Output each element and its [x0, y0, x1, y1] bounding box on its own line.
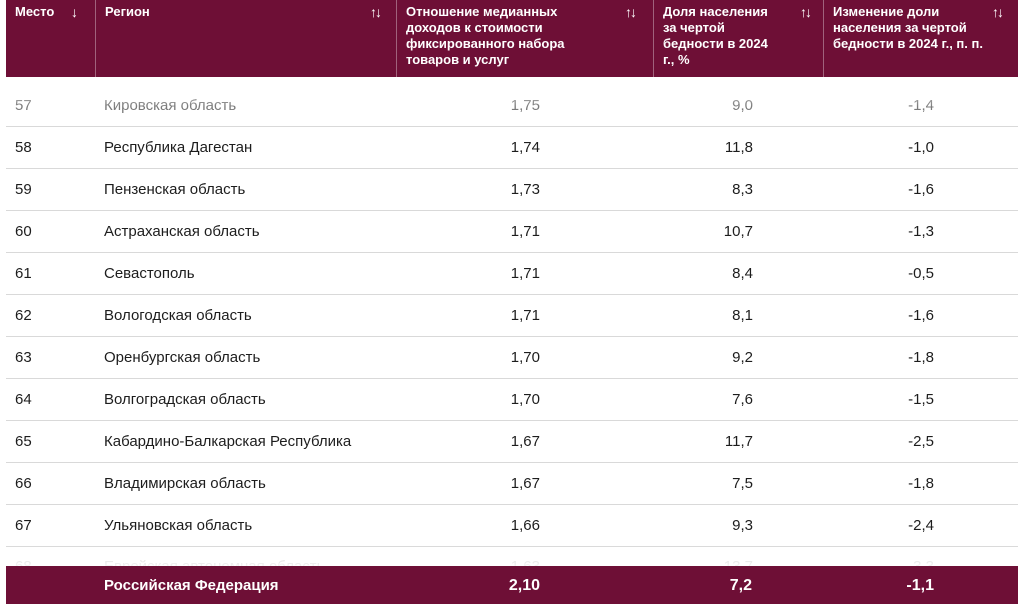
- sort-icon[interactable]: ↑↓: [370, 4, 382, 20]
- region-cell: Волгоградская область: [104, 391, 266, 408]
- sort-icon[interactable]: ↑↓: [625, 4, 637, 20]
- ratio-cell: 1,70: [510, 349, 540, 366]
- poverty-cell: 9,0: [732, 97, 753, 114]
- table-row: 61 Севастополь 1,71 8,4 -0,5: [6, 253, 1018, 295]
- ratio-cell: 1,71: [510, 223, 540, 240]
- ratio-cell: 1,66: [510, 517, 540, 534]
- place-cell: 67: [15, 517, 32, 534]
- place-cell: 58: [15, 139, 32, 156]
- change-cell: -1,5: [908, 391, 934, 408]
- total-ratio-cell: 2,10: [508, 577, 540, 594]
- column-header-label: Место: [15, 4, 55, 19]
- region-cell: Вологодская область: [104, 307, 252, 324]
- ratio-cell: 1,73: [510, 181, 540, 198]
- region-cell: Владимирская область: [104, 475, 266, 492]
- total-change-cell: -1,1: [906, 577, 934, 594]
- poverty-cell: 8,1: [732, 307, 753, 324]
- poverty-cell: 11,7: [724, 433, 753, 450]
- region-cell: Кабардино-Балкарская Республика: [104, 433, 352, 450]
- column-header-place[interactable]: Место ↓: [6, 0, 95, 77]
- region-cell: Ульяновская область: [104, 517, 253, 534]
- ratio-cell: 1,67: [510, 433, 540, 450]
- table-row: 59 Пензенская область 1,73 8,3 -1,6: [6, 169, 1018, 211]
- table-row: 65 Кабардино-Балкарская Республика 1,67 …: [6, 421, 1018, 463]
- place-cell: 61: [15, 265, 32, 282]
- table-row: 60 Астраханская область 1,71 10,7 -1,3: [6, 211, 1018, 253]
- poverty-cell: 11,8: [724, 139, 753, 156]
- change-cell: -1,6: [908, 307, 934, 324]
- change-cell: -1,6: [908, 181, 934, 198]
- place-cell: 59: [15, 181, 32, 198]
- change-cell: -1,3: [908, 223, 934, 240]
- change-cell: -1,8: [908, 349, 934, 366]
- poverty-cell: 10,7: [723, 223, 753, 240]
- ratio-cell: 1,74: [510, 139, 540, 156]
- region-cell: Астраханская область: [104, 223, 260, 240]
- change-cell: -0,5: [908, 265, 934, 282]
- table-header: Место ↓ Регион ↑↓ Отношение медианных до…: [6, 0, 1018, 77]
- region-cell: Оренбургская область: [104, 349, 261, 366]
- place-cell: 65: [15, 433, 32, 450]
- poverty-cell: 9,3: [732, 517, 753, 534]
- table-body: 57 Кировская область 1,75 9,0 -1,4 58 Ре…: [6, 85, 1018, 573]
- column-header-label: Изменение доли населения за чертой бедно…: [833, 4, 983, 51]
- poverty-cell: 9,2: [732, 349, 753, 366]
- poverty-cell: 7,5: [732, 475, 753, 492]
- table-footer-total-row: Российская Федерация 2,10 7,2 -1,1: [6, 566, 1018, 604]
- place-cell: 63: [15, 349, 32, 366]
- place-cell: 66: [15, 475, 32, 492]
- change-cell: -1,8: [908, 475, 934, 492]
- column-header-ratio[interactable]: Отношение медианных доходов к стоимости …: [396, 0, 653, 77]
- table-row: 57 Кировская область 1,75 9,0 -1,4: [6, 85, 1018, 127]
- change-cell: -2,4: [908, 517, 934, 534]
- place-cell: 57: [15, 97, 32, 114]
- change-cell: -2,5: [908, 433, 934, 450]
- region-cell: Пензенская область: [104, 181, 246, 198]
- table-row: 66 Владимирская область 1,67 7,5 -1,8: [6, 463, 1018, 505]
- poverty-cell: 7,6: [732, 391, 753, 408]
- table-row: 58 Республика Дагестан 1,74 11,8 -1,0: [6, 127, 1018, 169]
- place-cell: 60: [15, 223, 32, 240]
- column-header-label: Регион: [105, 4, 150, 19]
- total-region-cell: Российская Федерация: [104, 577, 279, 594]
- column-header-region[interactable]: Регион ↑↓: [95, 0, 396, 77]
- table-row: 64 Волгоградская область 1,70 7,6 -1,5: [6, 379, 1018, 421]
- ratio-cell: 1,71: [510, 307, 540, 324]
- change-cell: -1,4: [908, 97, 934, 114]
- table-row: 63 Оренбургская область 1,70 9,2 -1,8: [6, 337, 1018, 379]
- poverty-cell: 8,3: [732, 181, 753, 198]
- sort-desc-icon[interactable]: ↓: [71, 4, 78, 20]
- ratio-cell: 1,70: [510, 391, 540, 408]
- ratio-cell: 1,71: [510, 265, 540, 282]
- region-cell: Кировская область: [104, 97, 237, 114]
- region-cell: Республика Дагестан: [104, 139, 253, 156]
- ratio-cell: 1,67: [510, 475, 540, 492]
- change-cell: -1,0: [908, 139, 934, 156]
- table-row: 62 Вологодская область 1,71 8,1 -1,6: [6, 295, 1018, 337]
- ratio-cell: 1,75: [510, 97, 540, 114]
- column-header-label: Отношение медианных доходов к стоимости …: [406, 4, 565, 67]
- place-cell: 64: [15, 391, 32, 408]
- place-cell: 62: [15, 307, 32, 324]
- sort-icon[interactable]: ↑↓: [800, 4, 812, 20]
- column-header-change[interactable]: Изменение доли населения за чертой бедно…: [823, 0, 1018, 77]
- column-header-poverty[interactable]: Доля населения за чертой бедности в 2024…: [653, 0, 823, 77]
- table-row: 67 Ульяновская область 1,66 9,3 -2,4: [6, 505, 1018, 547]
- column-header-label: Доля населения за чертой бедности в 2024…: [663, 4, 768, 67]
- total-poverty-cell: 7,2: [729, 577, 752, 594]
- poverty-cell: 8,4: [732, 265, 753, 282]
- region-cell: Севастополь: [104, 265, 195, 282]
- sort-icon[interactable]: ↑↓: [992, 4, 1004, 20]
